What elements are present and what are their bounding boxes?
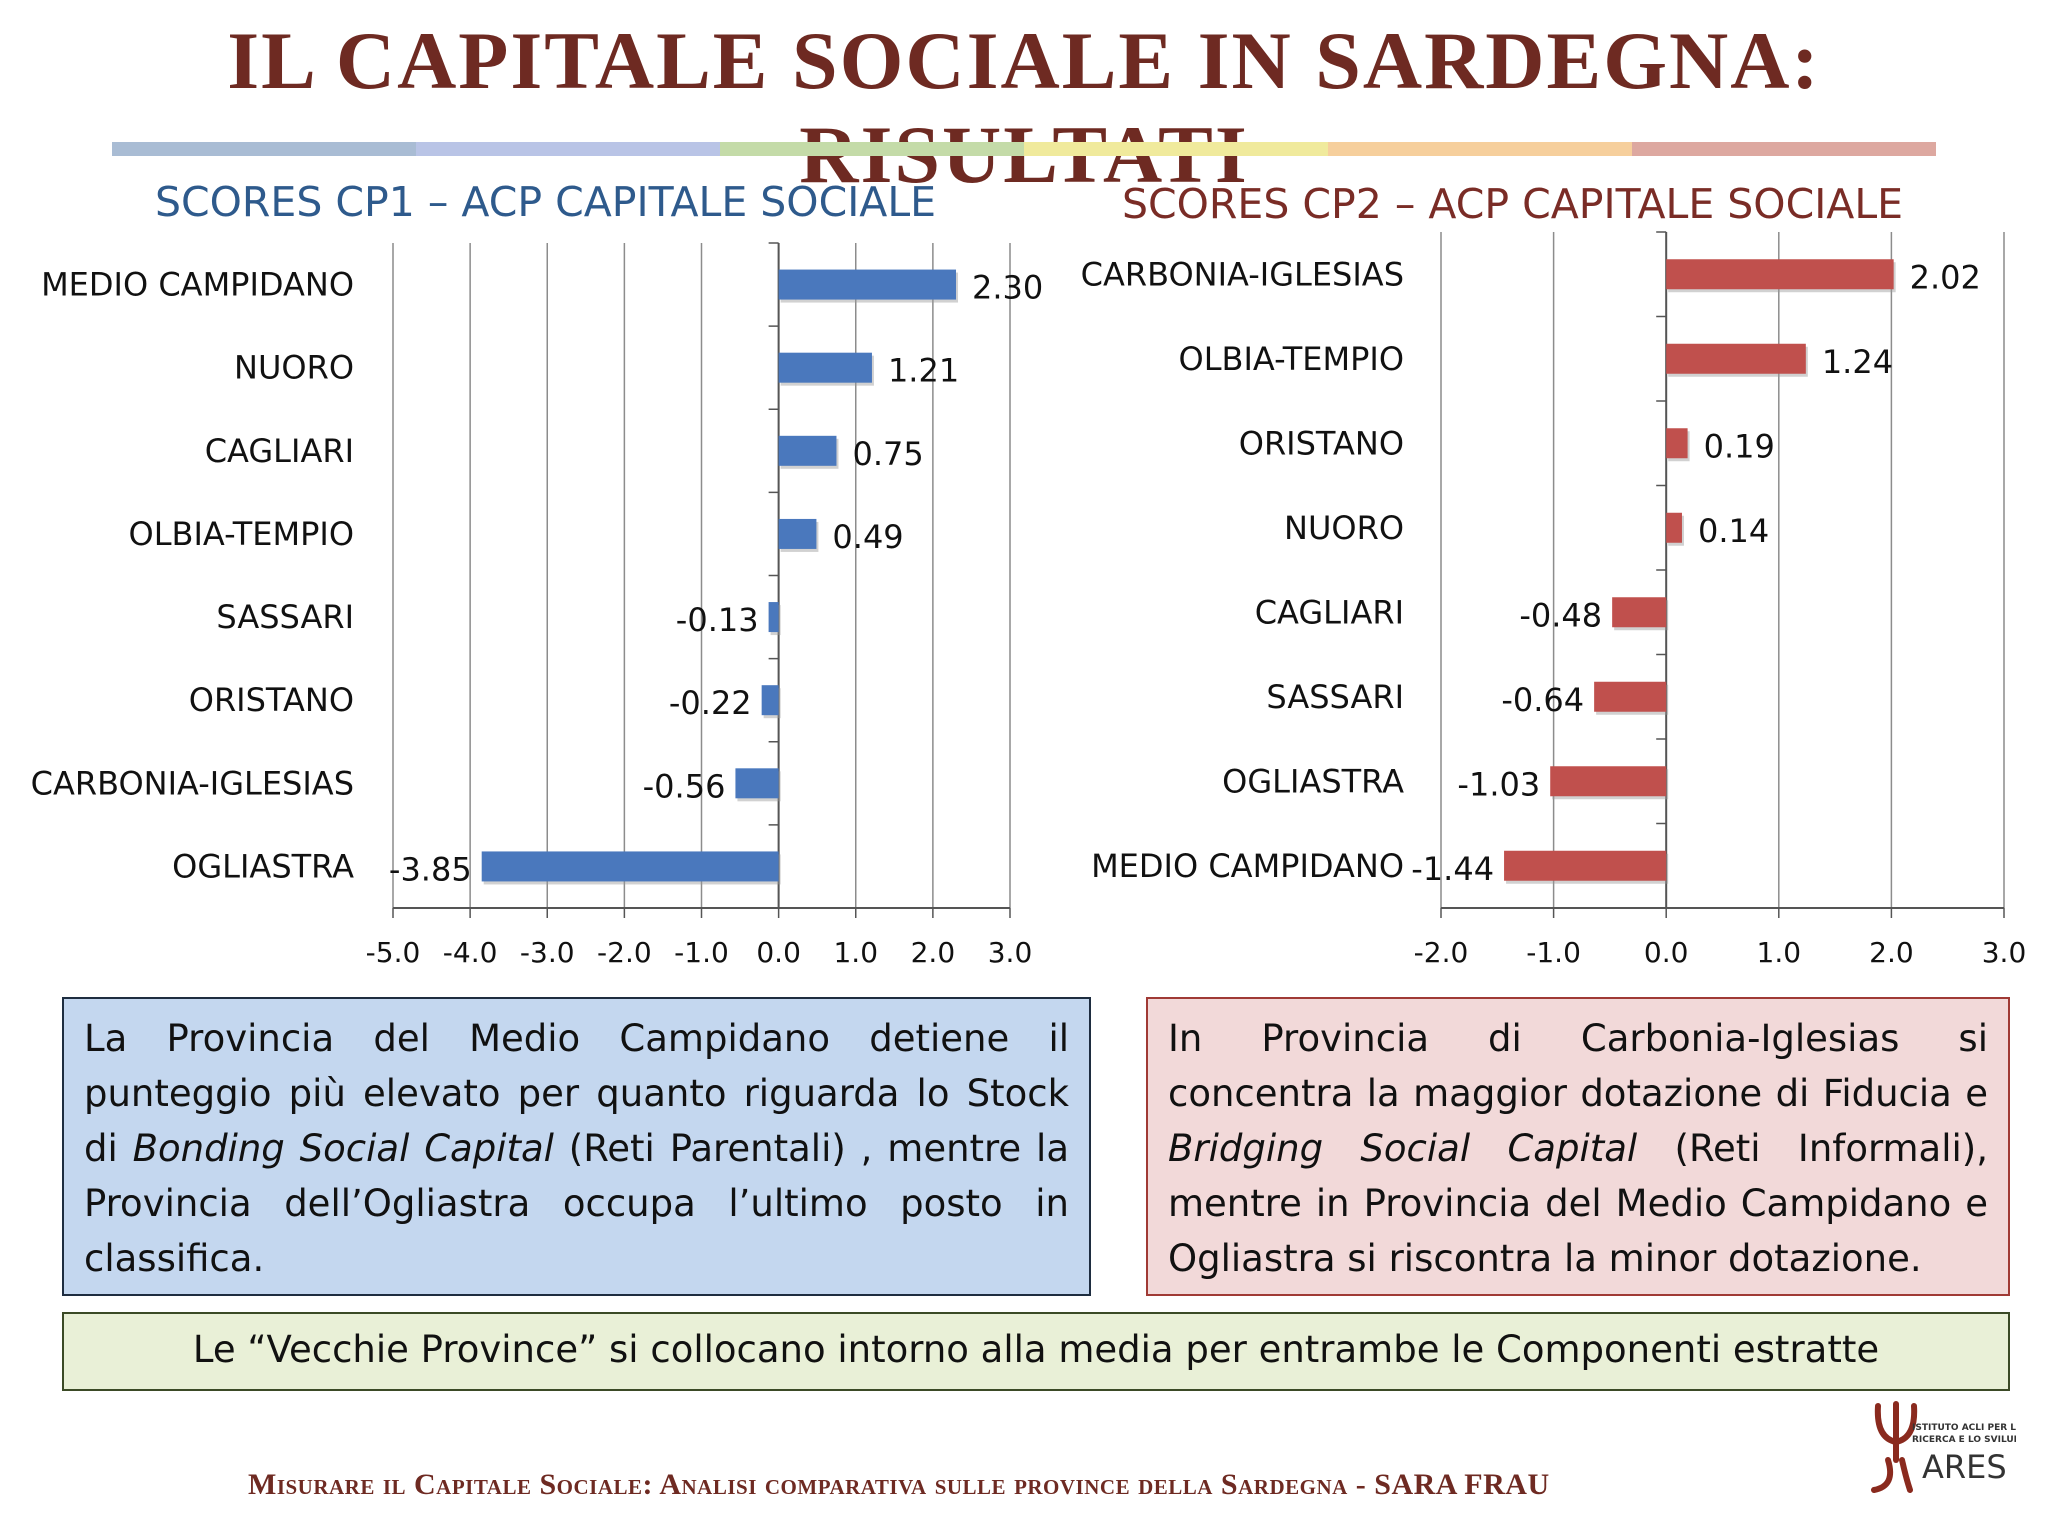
cp1-bar (778, 518, 817, 549)
cp2-value-label: -1.03 (1457, 765, 1540, 803)
cp1-value-label: -0.56 (643, 767, 726, 805)
cp1-bar (778, 352, 872, 383)
logo-line-1: ISTITUTO ACLI PER LA (1912, 1423, 2016, 1433)
cp2-chart-title: SCORES CP2 – ACP CAPITALE SOCIALE (1122, 180, 1904, 228)
cp2-value-label: 0.19 (1704, 427, 1775, 465)
cp2-bar (1612, 597, 1667, 628)
title-divider (112, 142, 1936, 156)
cp2-bar-chart: -2.0 -1.0 0.0 1.0 2.0 3.0 CARBONIA-IGLESIAS 2.0… (1081, 231, 2027, 969)
ares-logo: ISTITUTO ACLI PER LA RICERCA E LO SVILUP… (1866, 1398, 2035, 1494)
cp2-category-label: OGLIASTRA (1222, 762, 1404, 800)
cp1-tick-label: -2.0 (597, 936, 652, 969)
cp1-tick-label: -5.0 (366, 936, 421, 969)
footer-author: SARA FRAU (1374, 1468, 1550, 1501)
cp2-commentary-emphasis: Bridging Social Capital (1168, 1127, 1638, 1170)
cp2-value-label: 2.02 (1910, 258, 1981, 296)
cp2-value-label: 0.14 (1698, 512, 1769, 550)
cp1-tick-label: 1.0 (833, 936, 878, 969)
cp1-category-label: CARBONIA-IGLESIAS (31, 764, 354, 802)
cp1-value-label: -0.13 (676, 601, 759, 639)
cp2-bar (1594, 681, 1667, 712)
cp2-value-label: -1.44 (1411, 850, 1494, 888)
divider-segment (416, 142, 720, 156)
cp1-commentary-text-2: (Reti Parentali) , mentre la Provincia d… (84, 1127, 1070, 1280)
cp2-category-label: NUORO (1284, 509, 1404, 547)
cp1-value-label: 1.21 (888, 352, 959, 390)
cp2-category-label: MEDIO CAMPIDANO (1091, 847, 1404, 885)
cp2-tick-label: 3.0 (1982, 936, 2027, 969)
cp1-bar (778, 269, 957, 300)
cp2-tick-label: 2.0 (1869, 936, 1914, 969)
cp1-value-label: 2.30 (972, 269, 1043, 307)
summary-box: Le “Vecchie Province” si collocano intor… (62, 1312, 2010, 1391)
divider-segment (720, 142, 1024, 156)
cp2-value-label: -0.64 (1501, 681, 1584, 719)
cp1-value-label: -3.85 (389, 850, 472, 888)
cp1-value-label: -0.22 (669, 684, 752, 722)
cp1-category-label: ORISTANO (189, 681, 354, 719)
cp2-category-label: CAGLIARI (1255, 593, 1404, 631)
cp1-bar (761, 685, 779, 716)
cp1-tick-label: 3.0 (988, 936, 1033, 969)
cp2-value-label: 1.24 (1822, 343, 1893, 381)
footer-title: Misurare il Capitale Sociale: Analisi co… (248, 1468, 1375, 1501)
logo-line-2: RICERCA E LO SVILUPPO (1912, 1435, 2016, 1445)
cp2-commentary-text-2: (Reti Informali), mentre in Provincia de… (1168, 1127, 1988, 1280)
cp2-tick-label: -2.0 (1414, 936, 1469, 969)
cp1-bar (481, 851, 779, 882)
cp1-category-label: MEDIO CAMPIDANO (41, 266, 354, 304)
cp1-bar (768, 602, 779, 633)
cp1-category-label: CAGLIARI (205, 432, 354, 470)
cp2-category-label: ORISTANO (1239, 424, 1404, 462)
cp1-category-label: OLBIA-TEMPIO (129, 515, 355, 553)
cp2-category-label: SASSARI (1266, 678, 1404, 716)
divider-segment (112, 142, 416, 156)
cp2-tick-label: 1.0 (1757, 936, 1802, 969)
cp1-tick-label: 0.0 (756, 936, 801, 969)
logo-name: ARES (1922, 1448, 2007, 1486)
cp2-bar (1666, 512, 1682, 543)
cp1-category-label: OGLIASTRA (172, 847, 354, 885)
cp2-tick-label: -1.0 (1526, 936, 1581, 969)
cp1-tick-label: -1.0 (674, 936, 729, 969)
ares-trident-icon (1871, 1401, 1918, 1493)
cp2-commentary-box: In Provincia di Carbonia-Iglesias si con… (1146, 997, 2010, 1296)
cp2-tick-label: 0.0 (1644, 936, 1689, 969)
cp1-chart-title: SCORES CP1 – ACP CAPITALE SOCIALE (155, 178, 937, 226)
cp2-bar (1550, 766, 1667, 797)
cp1-category-label: SASSARI (216, 598, 354, 636)
cp1-tick-label: 2.0 (911, 936, 956, 969)
cp2-value-label: -0.48 (1519, 596, 1602, 634)
cp1-value-label: 0.49 (832, 518, 903, 556)
cp2-bar (1666, 428, 1688, 459)
cp1-bar-chart: -5.0 -4.0 -3.0 -2.0 -1.0 0.0 1.0 2.0 3.0 MEDIO CA… (31, 242, 1043, 969)
cp1-commentary-emphasis: Bonding Social Capital (132, 1127, 554, 1170)
cp2-bar (1666, 343, 1806, 374)
cp1-commentary-text-1: La Provincia del Medio Campidano detiene… (84, 1017, 1069, 1170)
footer: Misurare il Capitale Sociale: Analisi co… (248, 1468, 1550, 1502)
cp2-commentary-text-1: In Provincia di Carbonia-Iglesias si con… (1168, 1017, 1988, 1115)
cp1-commentary-box: La Provincia del Medio Campidano detiene… (62, 997, 1091, 1296)
divider-segment (1632, 142, 1936, 156)
cp2-bar (1504, 850, 1667, 881)
cp1-tick-label: -3.0 (520, 936, 575, 969)
cp1-tick-label: -4.0 (443, 936, 498, 969)
cp1-bar (735, 768, 779, 799)
cp1-category-label: NUORO (234, 349, 354, 387)
cp2-bar (1666, 259, 1894, 290)
cp2-category-label: CARBONIA-IGLESIAS (1081, 255, 1404, 293)
cp1-value-label: 0.75 (852, 435, 923, 473)
cp1-bar (778, 435, 837, 466)
cp2-category-label: OLBIA-TEMPIO (1179, 340, 1405, 378)
divider-segment (1328, 142, 1632, 156)
divider-segment (1024, 142, 1328, 156)
